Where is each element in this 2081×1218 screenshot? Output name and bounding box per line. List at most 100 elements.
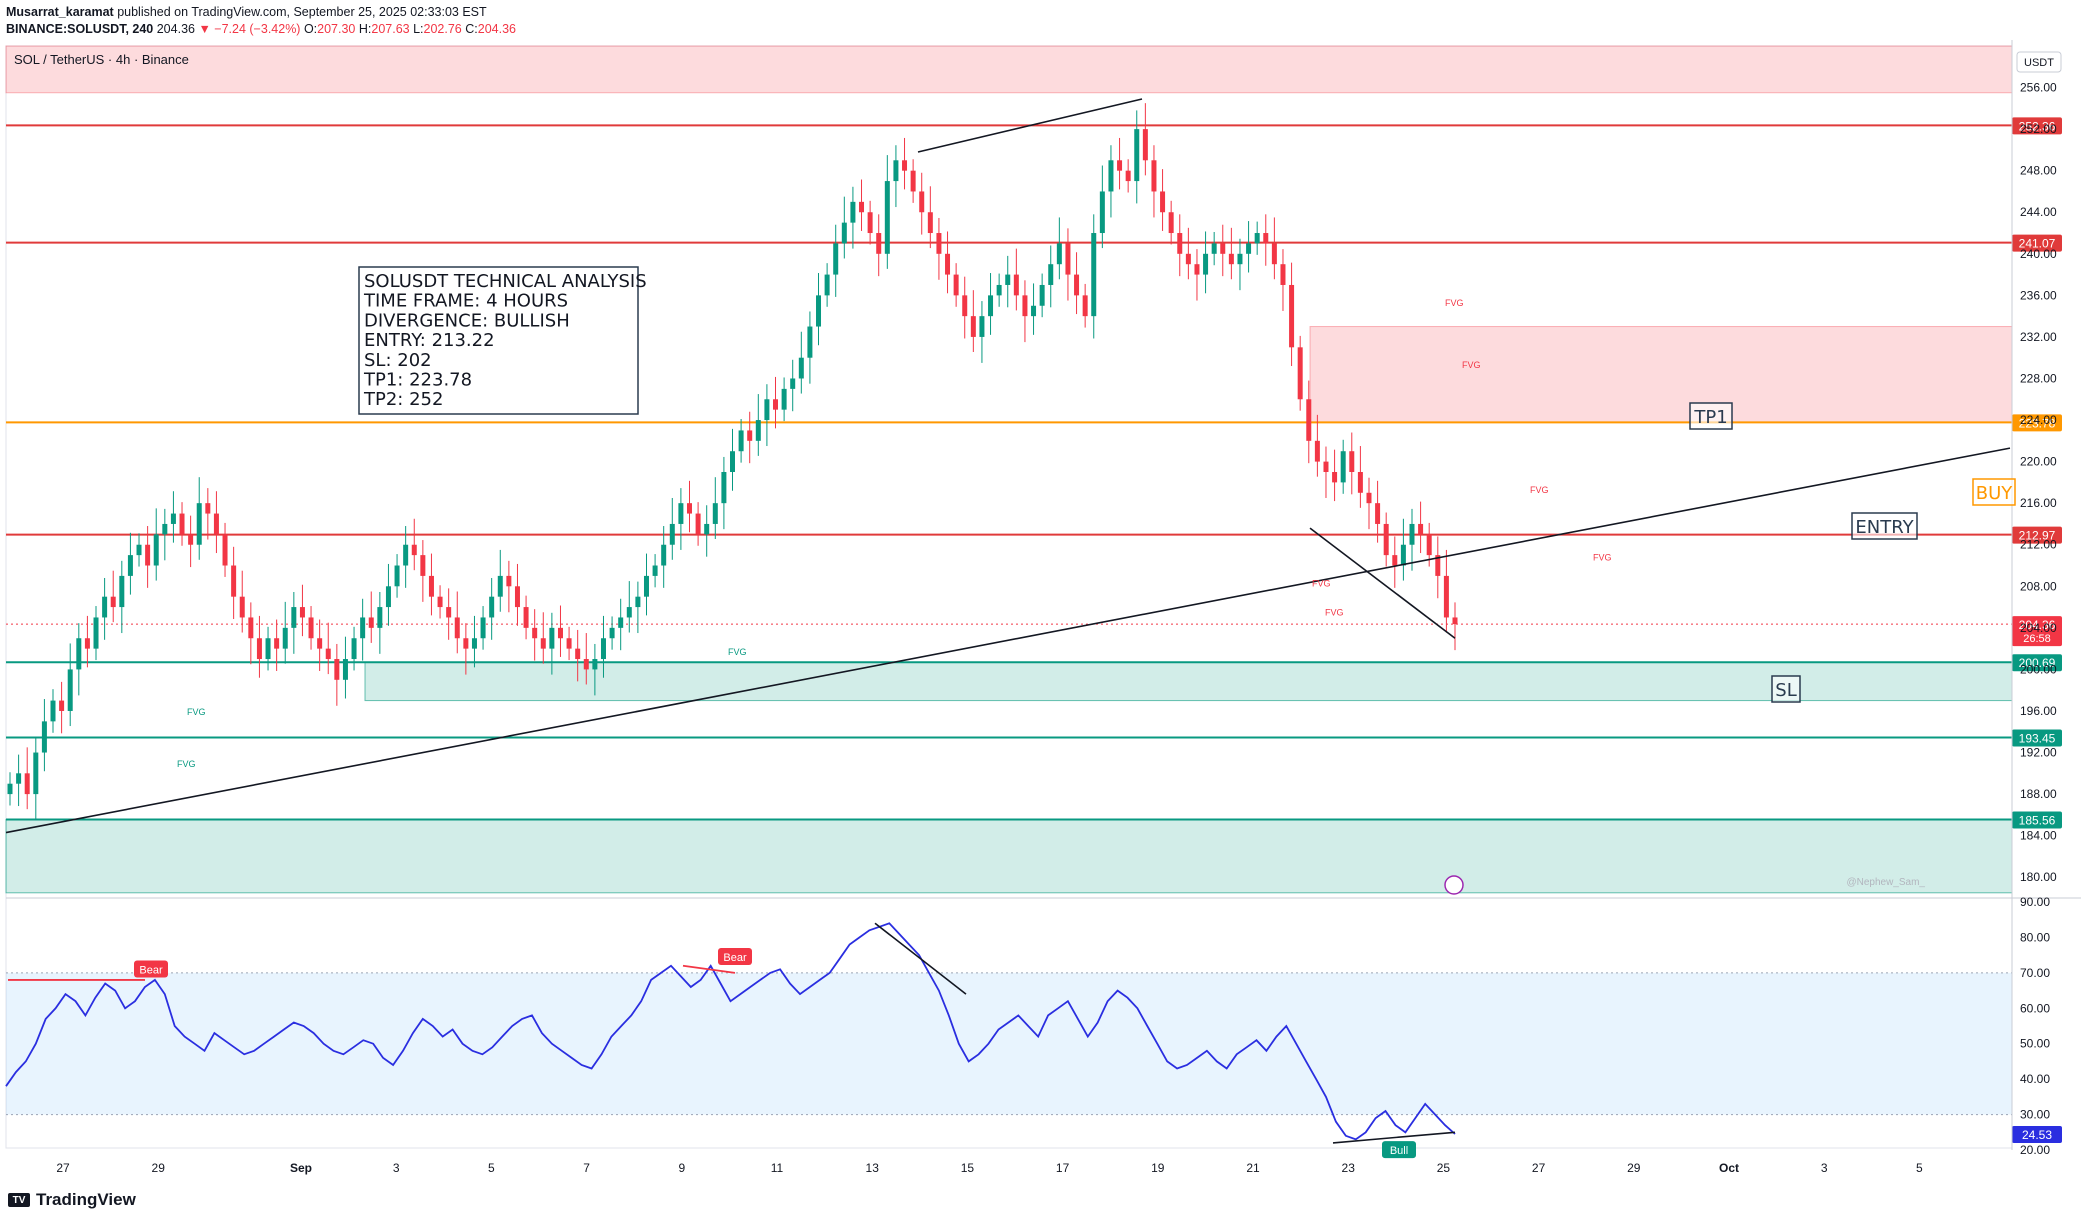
buy-tag-frame [1972,478,2016,506]
candle-body [1151,160,1157,192]
candle-body [145,544,151,566]
rising-trendline [5,447,2011,834]
candle-body [1340,451,1346,483]
candle-body [119,575,125,608]
candle-body [1005,274,1011,285]
candle-body [7,783,13,795]
price-level-tag [2012,414,2062,432]
rsi-tick-label: 70.00 [2020,966,2050,980]
price-level-value: 185.56 [2019,813,2056,827]
candle-body [84,638,90,649]
candle-body [996,284,1002,296]
candle-body [1452,617,1458,625]
fvg-label: FVG [728,647,747,657]
candle-body [962,295,968,317]
candle-body [1349,451,1355,472]
candle-body [902,160,908,171]
analysis-line: TIME FRAME: 4 HOURS [363,291,568,312]
candle-body [824,274,830,296]
candle-body [566,638,572,649]
publisher-name[interactable]: Musarrat_karamat [6,5,114,19]
candle-body [1254,233,1260,244]
candle-body [1357,472,1363,493]
price-level-value: 212.97 [2019,529,2056,543]
candle-body [1426,534,1432,556]
candle-body [1031,305,1037,317]
price-level-tag [2012,117,2062,135]
analysis-line: SOLUSDT TECHNICAL ANALYSIS [364,271,647,292]
candle-body [325,648,331,660]
candle-body [850,201,856,223]
time-tick-label: Sep [290,1161,312,1175]
candle-body [738,430,744,452]
pane-title: SOL / TetherUS · 4h · Binance [14,52,189,67]
candle-body [24,773,30,795]
brand-text: TradingView [36,1190,136,1209]
candle-body [790,378,796,389]
sl-tag-frame [1771,675,1801,703]
candle-body [213,513,219,535]
candle-body [626,607,632,618]
candle-body [299,607,305,618]
candle-body [1099,191,1105,234]
candle-body [317,638,323,649]
price-level-tag [2012,811,2062,829]
candle-body [153,534,159,566]
top-trendline [917,98,1143,153]
candle-body [59,700,65,711]
candle-body [506,575,512,587]
candle-body [136,544,142,556]
price-tick-label: 212.00 [2020,538,2057,552]
rsi-tick-label: 30.00 [2020,1108,2050,1122]
candle-body [695,513,701,535]
candle-body [222,534,228,566]
price-level-tag [2012,654,2062,672]
candle-body [102,596,108,618]
candle-body [704,523,710,535]
buy-tag: BUY [1972,478,2016,506]
candle-body [618,617,624,628]
analysis-line: SL: 202 [364,350,432,371]
price-tick-label: 228.00 [2020,371,2057,385]
price-tick-label: 240.00 [2020,247,2057,261]
candle-body [188,534,194,545]
candle-body [1271,243,1277,265]
candle-body [609,627,615,639]
resistance-zone [5,45,2013,94]
time-tick-label: 29 [152,1161,166,1175]
symbol-label[interactable]: BINANCE:SOLUSDT, 240 [6,22,154,36]
low-label: L: [413,22,424,36]
candle-body [471,638,477,649]
candle-body [523,607,529,628]
candle-body [781,388,787,410]
price-level-value: 223.78 [2019,416,2056,430]
tp1-tag-frame [1689,402,1733,430]
candle-body [308,617,314,639]
rsi-tick-label: 80.00 [2020,930,2050,944]
analysis-line: TP2: 252 [363,389,443,410]
fvg-label: FVG [187,707,206,717]
candle-body [1160,191,1166,213]
candle-body [1013,274,1019,296]
candle-body [773,399,779,410]
candle-body [592,659,598,670]
candle-body [1211,243,1217,254]
candle-body [1228,253,1234,265]
fvg-label: FVG [1462,360,1481,370]
low-value: 202.76 [423,22,462,36]
bull-badge-frame [1382,1141,1416,1159]
open-label: O: [303,22,318,36]
candle-body [41,721,47,753]
candle-body [403,544,409,566]
candle-body [661,544,667,566]
fvg-label: FVG [1530,485,1549,495]
candle-body [1400,544,1406,566]
sl-tag-text: SL [1775,680,1796,701]
candle-body [385,586,391,608]
price-pane [5,45,2013,899]
candle-body [1392,555,1398,566]
time-tick-label: 9 [678,1161,685,1175]
candle-body [1134,129,1140,182]
rsi-tick-label: 90.00 [2020,895,2050,909]
